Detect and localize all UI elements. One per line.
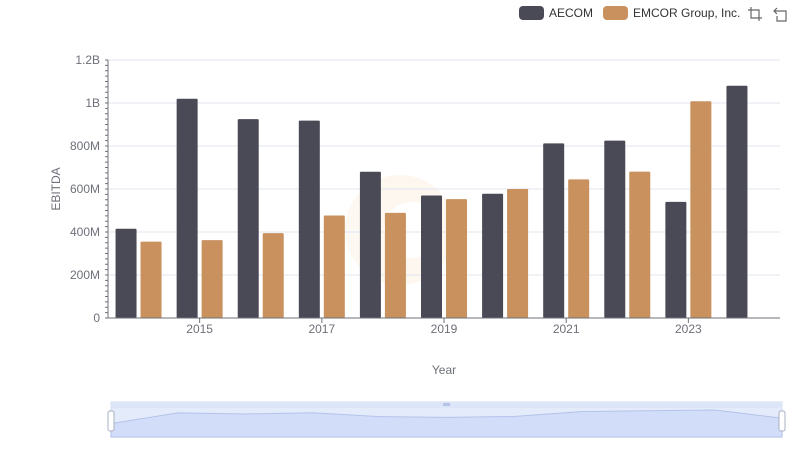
y-tick-label: 200M bbox=[70, 268, 100, 282]
y-tick-label: 1B bbox=[85, 96, 100, 110]
data-zoom-slider[interactable] bbox=[107, 401, 786, 438]
bar-aecom[interactable] bbox=[421, 195, 442, 318]
legend-label-emcor: EMCOR Group, Inc. bbox=[633, 6, 741, 20]
bar-aecom[interactable] bbox=[543, 143, 565, 318]
x-tick-label: 2015 bbox=[186, 322, 213, 336]
bar-aecom[interactable] bbox=[726, 85, 748, 318]
zoom-reset-icon[interactable] bbox=[773, 6, 789, 22]
bar-aecom[interactable] bbox=[359, 171, 381, 318]
y-axis-title: EBITDA bbox=[49, 167, 63, 210]
bar-aecom[interactable] bbox=[237, 119, 259, 318]
y-tick-label: 1.2B bbox=[75, 53, 100, 67]
bar-emcor[interactable] bbox=[568, 179, 590, 318]
bar-emcor[interactable] bbox=[140, 241, 162, 318]
x-tick-label: 2023 bbox=[675, 322, 702, 336]
bar-emcor[interactable] bbox=[323, 215, 345, 318]
bar-aecom[interactable] bbox=[482, 193, 504, 318]
bar-aecom[interactable] bbox=[176, 98, 198, 318]
y-axis: 0 200M 400M 600M 800M 1B 1.2B bbox=[70, 53, 109, 325]
legend-swatch-aecom bbox=[519, 6, 544, 20]
bar-aecom[interactable] bbox=[665, 201, 687, 318]
data-zoom-handle-left[interactable] bbox=[107, 410, 115, 432]
x-tick-label: 2017 bbox=[308, 322, 335, 336]
y-tick-label: 800M bbox=[70, 139, 100, 153]
bar-emcor[interactable] bbox=[690, 101, 712, 318]
legend-label-aecom: AECOM bbox=[549, 6, 594, 20]
x-tick-label: 2019 bbox=[431, 322, 458, 336]
x-axis: 2015 2017 2019 2021 2023 bbox=[108, 317, 780, 336]
toolbox bbox=[747, 6, 789, 22]
bars[interactable] bbox=[115, 85, 748, 318]
data-zoom-top-grip[interactable] bbox=[443, 403, 450, 406]
bar-emcor[interactable] bbox=[446, 199, 467, 318]
bar-aecom[interactable] bbox=[604, 140, 626, 318]
y-tick-label: 600M bbox=[70, 182, 100, 196]
bar-aecom[interactable] bbox=[298, 120, 320, 318]
data-zoom-handle-right[interactable] bbox=[778, 410, 786, 432]
x-axis-title: Year bbox=[432, 363, 456, 377]
y-tick-label: 400M bbox=[70, 225, 100, 239]
legend-swatch-emcor bbox=[603, 6, 629, 20]
legend-item-emcor[interactable]: EMCOR Group, Inc. bbox=[603, 6, 740, 20]
legend-item-aecom[interactable]: AECOM bbox=[519, 6, 593, 20]
zoom-select-icon[interactable] bbox=[747, 6, 763, 22]
bar-emcor[interactable] bbox=[629, 171, 651, 318]
bar-aecom[interactable] bbox=[115, 228, 137, 318]
data-zoom-preview bbox=[110, 409, 783, 438]
y-tick-label: 0 bbox=[93, 311, 100, 325]
x-tick-label: 2021 bbox=[553, 322, 580, 336]
bar-emcor[interactable] bbox=[262, 233, 284, 318]
legend: AECOM EMCOR Group, Inc. bbox=[519, 4, 750, 22]
bar-emcor[interactable] bbox=[201, 240, 223, 318]
bar-emcor[interactable] bbox=[384, 212, 406, 318]
bar-emcor[interactable] bbox=[507, 189, 529, 318]
